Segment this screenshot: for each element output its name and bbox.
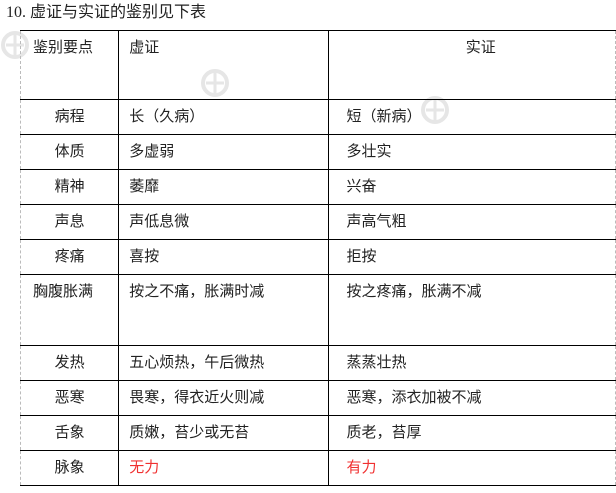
deficiency-cell: 畏寒，得衣近火则减 [118,380,330,416]
row-label: 舌象 [19,415,120,451]
row-label: 发热 [19,345,120,381]
deficiency-cell: 按之不痛，胀满时减 [118,274,330,346]
header-cell: 鉴别要点 [19,30,120,100]
row-label: 脉象 [19,450,120,486]
deficiency-cell: 五心烦热，午后微热 [118,345,330,381]
deficiency-cell: 声低息微 [118,204,330,240]
excess-cell: 恶寒，添衣加被不减 [328,380,616,416]
excess-cell: 拒按 [328,239,616,275]
excess-cell: 声高气粗 [328,204,616,240]
table-row: 声息 声低息微 声高气粗 [19,204,616,240]
table-row: 脉象 无力 有力 [19,450,616,486]
header-cell: 实证 [328,30,616,100]
table-row: 精神 萎靡 兴奋 [19,169,616,205]
header-cell: 虚证 [118,30,330,100]
deficiency-cell: 喜按 [118,239,330,275]
deficiency-cell: 无力 [118,450,330,486]
row-label: 疼痛 [19,239,120,275]
table-header-row: 鉴别要点 虚证 实证 [19,30,616,100]
deficiency-cell: 多虚弱 [118,134,330,170]
deficiency-cell: 质嫩，苔少或无苔 [118,415,330,451]
excess-cell: 按之疼痛，胀满不减 [328,274,616,346]
table-row: 胸腹胀满 按之不痛，胀满时减 按之疼痛，胀满不减 [19,274,616,346]
table-row: 恶寒 畏寒，得衣近火则减 恶寒，添衣加被不减 [19,380,616,416]
comparison-table: 鉴别要点 虚证 实证 病程 长（久病） 短（新病） 体质 多虚弱 多壮实 精神 萎靡 兴奋 声息声… [19,30,616,486]
deficiency-cell: 萎靡 [118,169,330,205]
deficiency-cell: 长（久病） [118,99,330,135]
table-row: 病程 长（久病） 短（新病） [19,99,616,135]
table-row: 舌象 质嫩，苔少或无苔 质老，苔厚 [19,415,616,451]
row-label: 体质 [19,134,120,170]
excess-cell: 多壮实 [328,134,616,170]
table-row: 疼痛 喜按 拒按 [19,239,616,275]
excess-cell: 有力 [328,450,616,486]
excess-cell: 质老，苔厚 [328,415,616,451]
row-label: 精神 [19,169,120,205]
excess-cell: 蒸蒸壮热 [328,345,616,381]
row-label: 声息 [19,204,120,240]
table-row: 体质 多虚弱 多壮实 [19,134,616,170]
row-label: 病程 [19,99,120,135]
row-label: 胸腹胀满 [19,274,120,346]
excess-cell: 短（新病） [328,99,616,135]
page-title: 10. 虚证与实证的鉴别见下表 [6,4,207,21]
excess-cell: 兴奋 [328,169,616,205]
table-row: 发热 五心烦热，午后微热 蒸蒸壮热 [19,345,616,381]
row-label: 恶寒 [19,380,120,416]
